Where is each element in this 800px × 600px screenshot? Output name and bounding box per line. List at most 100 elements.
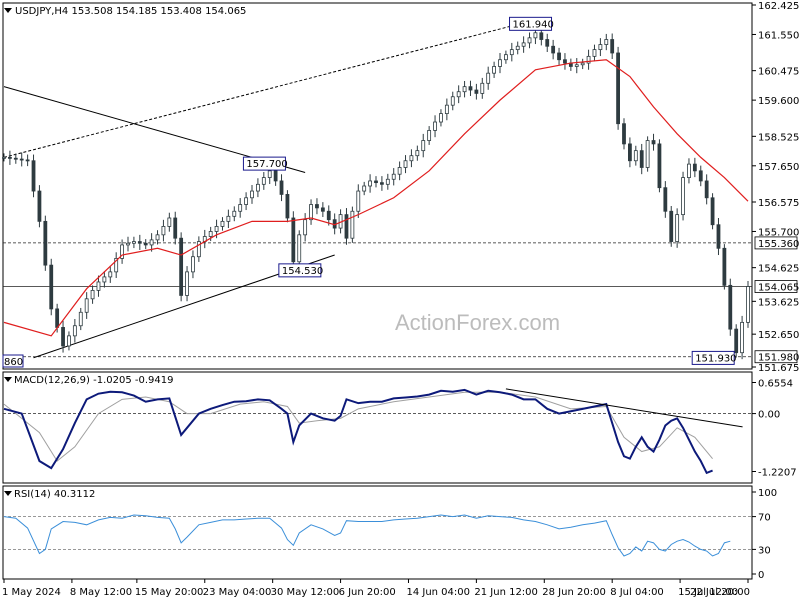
- candle-body: [498, 59, 502, 67]
- price-tick-label: 162.425: [758, 1, 799, 12]
- x-tick-label: 6 Jun 20:00: [339, 587, 396, 598]
- candle-body: [368, 180, 372, 187]
- candle-body: [291, 217, 296, 263]
- candle-body: [362, 185, 367, 192]
- rsi-tick-label: 0: [758, 570, 764, 581]
- rsi-triangle-icon: [4, 491, 12, 496]
- macd-line: [3, 388, 713, 475]
- candle-body: [267, 170, 272, 178]
- macd-header: MACD(12,26,9) -1.0205 -0.9419: [14, 375, 174, 386]
- candle-body: [279, 180, 284, 195]
- rsi-tick-label: 100: [758, 488, 777, 499]
- candle-body: [114, 257, 119, 273]
- candle-body: [403, 160, 408, 168]
- candle-body: [586, 55, 591, 64]
- candle-body: [232, 210, 237, 217]
- x-tick-label: 28 Jun 20:00: [542, 587, 606, 598]
- candle-body: [574, 64, 579, 67]
- candle-body: [563, 59, 567, 64]
- candle-body: [380, 182, 384, 185]
- price-panel-frame: [2, 2, 753, 370]
- price-tick-label: 153.625: [758, 297, 799, 308]
- candle-body: [521, 42, 526, 47]
- candle-body: [651, 140, 656, 145]
- candle-body: [450, 96, 455, 106]
- rsi-plot: [3, 514, 752, 557]
- candle-body: [462, 86, 467, 93]
- price-tick-label: 158.525: [758, 132, 799, 143]
- candle-body: [49, 264, 54, 310]
- candle-body: [108, 271, 113, 278]
- candle-body: [746, 286, 750, 323]
- macd-trendline: [505, 388, 743, 428]
- candle-body: [196, 241, 201, 258]
- candle-body: [740, 321, 744, 354]
- candle-body: [315, 204, 319, 209]
- rsi-tick-label: 30: [758, 545, 771, 556]
- candle-body: [698, 170, 703, 182]
- candle-body: [13, 157, 18, 160]
- price-tick-label: 151.675: [758, 363, 799, 374]
- left-edge-box: [2, 354, 24, 368]
- candle-body: [687, 163, 691, 178]
- candle-body: [486, 72, 491, 84]
- candle-body: [167, 217, 172, 227]
- candle-body: [120, 244, 124, 259]
- dropdown-triangle-icon: [4, 8, 12, 13]
- candle-body: [356, 190, 361, 212]
- candle-body: [628, 143, 632, 162]
- candle-body: [657, 143, 662, 189]
- price-tick-label: 156.575: [758, 198, 799, 209]
- trendline-2: [3, 20, 530, 158]
- candle-body: [675, 214, 680, 242]
- candle-body: [143, 242, 148, 246]
- candle-body: [102, 276, 107, 283]
- candle-body: [722, 247, 727, 286]
- macd-tick-label: 0.00: [758, 410, 780, 421]
- annotation-label: 161.940: [513, 19, 554, 30]
- candle-body: [273, 170, 278, 182]
- candle-body: [303, 219, 308, 236]
- candle-body: [616, 52, 620, 125]
- candle-body: [220, 220, 225, 227]
- candle-body: [90, 289, 95, 300]
- candle-body: [533, 32, 538, 39]
- candle-body: [61, 327, 65, 347]
- candle-body: [639, 150, 644, 168]
- candle-body: [421, 140, 426, 152]
- rsi-line: [3, 514, 731, 557]
- candle-body: [297, 234, 302, 263]
- candle-body: [78, 311, 83, 327]
- price-tick-label: 159.600: [758, 96, 799, 107]
- price-tick-label: 160.475: [758, 67, 799, 78]
- watermark: ActionForex.com: [395, 310, 560, 335]
- candle-body: [256, 183, 260, 192]
- candle-body: [415, 150, 420, 157]
- candle-body: [504, 54, 508, 61]
- annotation-box: [691, 350, 735, 365]
- candle-body: [72, 325, 77, 337]
- candle-body: [84, 298, 89, 313]
- macd-tick-label: -1.2207: [758, 467, 797, 478]
- candle-body: [663, 187, 668, 212]
- rsi-panel-frame: [2, 485, 753, 580]
- candle-body: [515, 45, 520, 51]
- annotation-box: [278, 263, 322, 278]
- candle-body: [645, 140, 650, 168]
- candle-body: [598, 44, 603, 51]
- candle-body: [285, 194, 290, 219]
- candle-body: [551, 45, 556, 54]
- x-tick-label: 23 May 04:00: [203, 587, 272, 598]
- candle-body: [350, 210, 355, 239]
- candle-body: [132, 241, 136, 244]
- candle-body: [704, 180, 709, 199]
- candle-body: [604, 39, 609, 45]
- candle-body: [67, 335, 71, 347]
- annotation-label: 154.530: [282, 266, 323, 277]
- candle-body: [468, 86, 473, 91]
- candle-body: [19, 158, 24, 161]
- candle-body: [557, 52, 561, 61]
- price-tick-label: 157.650: [758, 162, 799, 173]
